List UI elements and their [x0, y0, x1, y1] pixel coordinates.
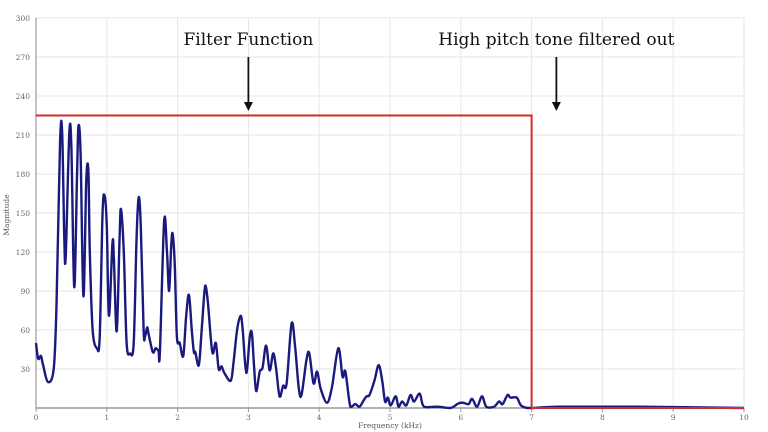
x-tick-label: 5	[388, 413, 393, 422]
y-tick-label: 120	[16, 248, 31, 257]
y-tick-label: 180	[16, 170, 31, 179]
x-tick-label: 10	[739, 413, 749, 422]
grid	[35, 17, 745, 408]
annotation-filter-function: Filter Function	[184, 30, 314, 50]
x-tick-label: 3	[246, 413, 251, 422]
x-tick-label: 0	[34, 413, 39, 422]
magnitude-series-line	[34, 119, 745, 410]
y-tick-label: 300	[16, 14, 31, 23]
annotation-high-pitch: High pitch tone filtered out	[438, 30, 674, 50]
y-tick-labels: 30 60 90 120 150 180 210 240 270 300	[16, 14, 31, 374]
arrow-down-icon	[551, 102, 561, 111]
y-tick-label: 150	[16, 209, 31, 218]
x-tick-label: 9	[671, 413, 676, 422]
y-tick-label: 240	[16, 92, 31, 101]
x-tick-label: 7	[529, 413, 534, 422]
x-tick-labels: 0 1 2 3 4 5 6 7 8 9 10	[34, 413, 749, 422]
arrow-down-icon	[243, 102, 253, 111]
y-tick-label: 210	[16, 131, 31, 140]
x-tick-label: 6	[458, 413, 463, 422]
y-axis-label: Magnitude	[2, 194, 11, 236]
annotations: Filter Function High pitch tone filtered…	[184, 30, 675, 111]
y-tick-label: 90	[20, 287, 30, 296]
x-tick-label: 4	[317, 413, 322, 422]
y-tick-label: 270	[16, 53, 31, 62]
filter-function-line	[36, 114, 744, 409]
x-tick-label: 2	[175, 413, 180, 422]
x-axis-label: Frequency (kHz)	[358, 421, 422, 430]
y-tick-label: 60	[20, 326, 30, 335]
y-tick-label: 30	[20, 365, 30, 374]
x-tick-label: 1	[104, 413, 109, 422]
x-tick-label: 8	[600, 413, 605, 422]
